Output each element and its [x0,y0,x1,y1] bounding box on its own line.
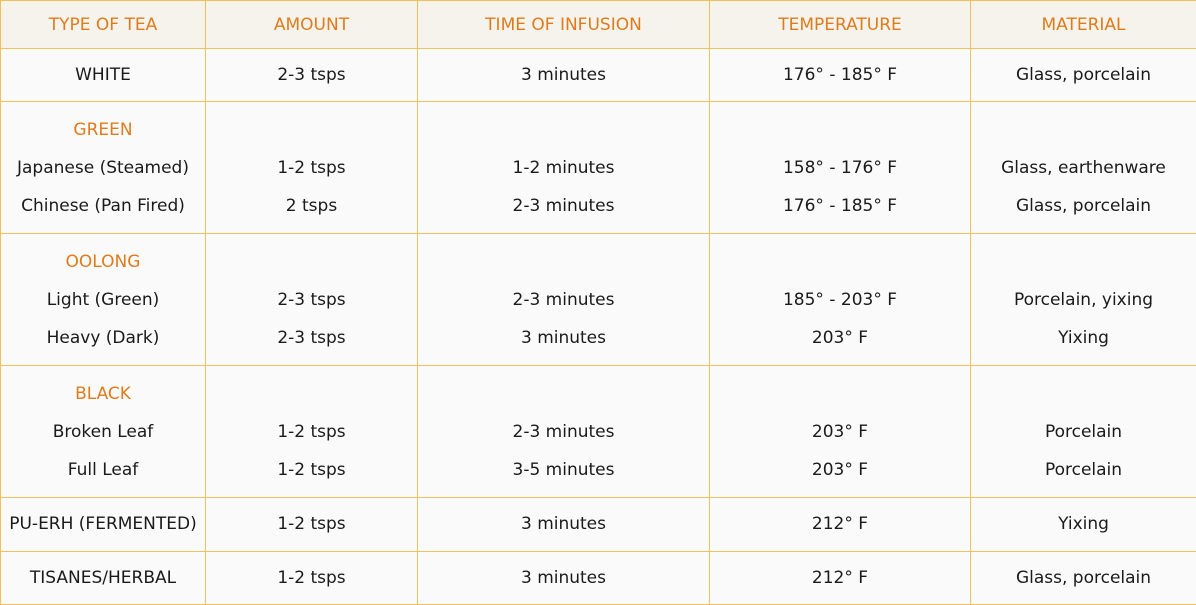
temperature-cell: 185° - 203° F 203° F [709,233,971,367]
time-value: 2-3 minutes [512,289,615,310]
temperature-cell: 158° - 176° F 176° - 185° F [709,101,971,235]
amount-cell: 2-3 tsps [205,47,418,103]
material-value: Porcelain [1044,421,1123,442]
amount-value: 2 tsps [285,195,338,216]
temperature-value: 203° F [811,459,869,480]
tea-type-cell: GREEN Japanese (Steamed) Chinese (Pan Fi… [0,101,206,235]
header-time: TIME OF INFUSION [417,0,710,49]
subtype-label: Japanese (Steamed) [16,157,189,178]
table-row-green: GREEN Japanese (Steamed) Chinese (Pan Fi… [0,101,1196,235]
time-value: 3-5 minutes [512,459,615,480]
table-row-white: WHITE 2-3 tsps 3 minutes 176° - 185° F G… [0,47,1196,103]
subtype-label: Light (Green) [46,289,160,310]
subtype-label: Chinese (Pan Fired) [21,195,185,216]
table-row-tisanes: TISANES/HERBAL 1-2 tsps 3 minutes 212° F… [0,550,1196,605]
tea-type-cell: PU-ERH (FERMENTED) [0,497,206,552]
time-value: 1-2 minutes [512,157,615,178]
header-type: TYPE OF TEA [0,0,206,49]
time-value: 2-3 minutes [512,421,615,442]
time-cell: 3 minutes [417,497,710,552]
header-row: TYPE OF TEA AMOUNT TIME OF INFUSION TEMP… [0,0,1196,49]
amount-value: 1-2 tsps [277,157,346,178]
tea-type-cell: WHITE [0,47,206,103]
subtype-label: Heavy (Dark) [46,327,160,348]
category-label: BLACK [75,383,131,404]
tea-type-cell: TISANES/HERBAL [0,550,206,605]
temperature-value: 203° F [811,327,869,348]
time-cell: 3 minutes [417,550,710,605]
material-cell: Porcelain Porcelain [970,365,1196,499]
temperature-cell: 176° - 185° F [709,47,971,103]
time-cell: 1-2 minutes 2-3 minutes [417,101,710,235]
material-cell: Glass, porcelain [970,47,1196,103]
material-value: Porcelain [1044,459,1123,480]
header-material: MATERIAL [970,0,1196,49]
amount-cell: 2-3 tsps 2-3 tsps [205,233,418,367]
amount-value: 2-3 tsps [277,327,346,348]
amount-value: 2-3 tsps [277,289,346,310]
temperature-cell: 203° F 203° F [709,365,971,499]
amount-cell: 1-2 tsps [205,550,418,605]
temperature-value: 158° - 176° F [782,157,898,178]
time-cell: 2-3 minutes 3-5 minutes [417,365,710,499]
tea-type-cell: BLACK Broken Leaf Full Leaf [0,365,206,499]
table-row-black: BLACK Broken Leaf Full Leaf 1-2 tsps 1-2… [0,365,1196,499]
amount-cell: 1-2 tsps 2 tsps [205,101,418,235]
amount-cell: 1-2 tsps [205,497,418,552]
subtype-label: Full Leaf [67,459,139,480]
material-value: Glass, porcelain [1015,195,1152,216]
temperature-value: 176° - 185° F [782,195,898,216]
material-value: Glass, earthenware [1001,157,1166,178]
material-cell: Porcelain, yixing Yixing [970,233,1196,367]
category-label: GREEN [73,119,133,140]
time-cell: 2-3 minutes 3 minutes [417,233,710,367]
table-row-oolong: OOLONG Light (Green) Heavy (Dark) 2-3 ts… [0,233,1196,367]
material-cell: Yixing [970,497,1196,552]
amount-cell: 1-2 tsps 1-2 tsps [205,365,418,499]
material-value: Porcelain, yixing [1013,289,1154,310]
header-temperature: TEMPERATURE [709,0,971,49]
temperature-value: 203° F [811,421,869,442]
temperature-value: 185° - 203° F [782,289,898,310]
time-value: 2-3 minutes [512,195,615,216]
subtype-label: Broken Leaf [52,421,154,442]
material-cell: Glass, earthenware Glass, porcelain [970,101,1196,235]
temperature-cell: 212° F [709,550,971,605]
table-row-pu-erh: PU-ERH (FERMENTED) 1-2 tsps 3 minutes 21… [0,497,1196,552]
header-amount: AMOUNT [205,0,418,49]
material-cell: Glass, porcelain [970,550,1196,605]
tea-type-cell: OOLONG Light (Green) Heavy (Dark) [0,233,206,367]
time-value: 3 minutes [520,327,607,348]
time-cell: 3 minutes [417,47,710,103]
amount-value: 1-2 tsps [277,459,346,480]
material-value: Yixing [1058,327,1109,348]
temperature-cell: 212° F [709,497,971,552]
amount-value: 1-2 tsps [277,421,346,442]
category-label: OOLONG [65,251,141,272]
